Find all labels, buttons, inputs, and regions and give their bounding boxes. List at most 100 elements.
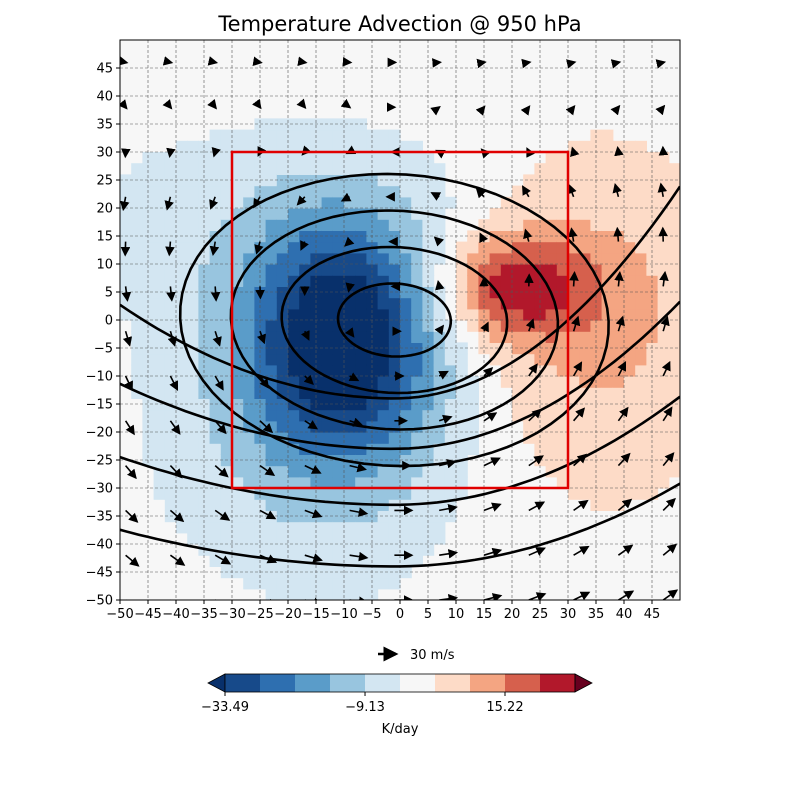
field-cell xyxy=(590,320,602,332)
field-cell xyxy=(131,197,143,209)
field-cell xyxy=(355,331,367,343)
field-cell xyxy=(590,499,602,511)
field-cell xyxy=(523,242,535,254)
field-cell xyxy=(210,522,222,534)
field-cell xyxy=(165,432,177,444)
field-cell xyxy=(131,376,143,388)
field-cell xyxy=(456,298,468,310)
wind-vector xyxy=(260,600,276,606)
field-cell xyxy=(176,197,188,209)
field-cell xyxy=(187,499,199,511)
field-cell xyxy=(120,208,132,220)
field-cell xyxy=(389,488,401,500)
x-tick-label: −15 xyxy=(302,607,329,622)
field-cell xyxy=(344,544,356,556)
wind-vector xyxy=(260,107,261,108)
wind-vector xyxy=(169,242,170,255)
field-cell xyxy=(299,242,311,254)
field-cell xyxy=(590,331,602,343)
field-cell xyxy=(232,566,244,578)
colorbar-segment xyxy=(295,674,330,692)
field-cell xyxy=(355,219,367,231)
wind-vector xyxy=(574,273,575,287)
field-cell xyxy=(669,421,681,433)
field-cell xyxy=(400,410,412,422)
field-cell xyxy=(344,488,356,500)
field-cell xyxy=(658,298,670,310)
field-cell xyxy=(512,275,524,287)
field-cell xyxy=(322,566,334,578)
field-cell xyxy=(411,219,423,231)
field-cell xyxy=(669,410,681,422)
field-cell xyxy=(266,219,278,231)
field-cell xyxy=(355,275,367,287)
field-cell xyxy=(378,421,390,433)
field-cell xyxy=(646,387,658,399)
field-cell xyxy=(165,163,177,175)
field-cell xyxy=(624,477,636,489)
colorbar-extend-max xyxy=(575,674,592,692)
field-cell xyxy=(243,499,255,511)
field-cell xyxy=(154,432,166,444)
field-cell xyxy=(154,197,166,209)
field-cell xyxy=(378,186,390,198)
field-cell xyxy=(266,298,278,310)
field-cell xyxy=(344,533,356,545)
field-cell xyxy=(277,544,289,556)
field-cell xyxy=(277,264,289,276)
field-cell xyxy=(243,454,255,466)
field-cell xyxy=(322,219,334,231)
field-cell xyxy=(322,298,334,310)
field-cell xyxy=(322,544,334,556)
field-cell xyxy=(322,152,334,164)
field-cell xyxy=(434,522,446,534)
field-cell xyxy=(187,432,199,444)
field-cell xyxy=(355,298,367,310)
field-cell xyxy=(658,354,670,366)
field-cell xyxy=(378,264,390,276)
field-cell xyxy=(232,320,244,332)
field-cell xyxy=(165,253,177,265)
field-cell xyxy=(523,219,535,231)
colorbar-segment xyxy=(505,674,540,692)
field-cell xyxy=(288,118,300,130)
x-tick-label: 45 xyxy=(644,607,661,622)
field-cell xyxy=(221,488,233,500)
field-cell xyxy=(602,163,614,175)
field-cell xyxy=(355,566,367,578)
field-cell xyxy=(658,242,670,254)
field-cell xyxy=(445,410,457,422)
field-cell xyxy=(613,477,625,489)
field-cell xyxy=(333,118,345,130)
field-cell xyxy=(232,130,244,142)
field-cell xyxy=(165,488,177,500)
field-cell xyxy=(299,421,311,433)
field-cell xyxy=(232,499,244,511)
field-cell xyxy=(266,443,278,455)
field-cell xyxy=(355,410,367,422)
field-cell xyxy=(243,186,255,198)
field-cell xyxy=(154,298,166,310)
field-cell xyxy=(602,376,614,388)
x-axis: −50 −45 −40 −35 −30 −25 −20 −15 −10 −5 0 5 10 15 20 25 3… xyxy=(106,600,660,622)
y-tick-label: 30 xyxy=(96,146,113,161)
field-cell xyxy=(243,510,255,522)
field-cell xyxy=(266,130,278,142)
field-cell xyxy=(411,376,423,388)
field-cell xyxy=(635,163,647,175)
field-cell xyxy=(243,578,255,590)
field-cell xyxy=(232,253,244,265)
field-cell xyxy=(120,264,132,276)
field-cell xyxy=(277,578,289,590)
field-cell xyxy=(243,320,255,332)
field-cell xyxy=(221,499,233,511)
field-cell xyxy=(165,499,177,511)
wind-vector xyxy=(574,106,575,107)
field-cell xyxy=(590,163,602,175)
field-cell xyxy=(344,163,356,175)
field-cell xyxy=(187,466,199,478)
field-cell xyxy=(579,488,591,500)
field-cell xyxy=(154,309,166,321)
field-cell xyxy=(613,242,625,254)
field-cell xyxy=(210,488,222,500)
